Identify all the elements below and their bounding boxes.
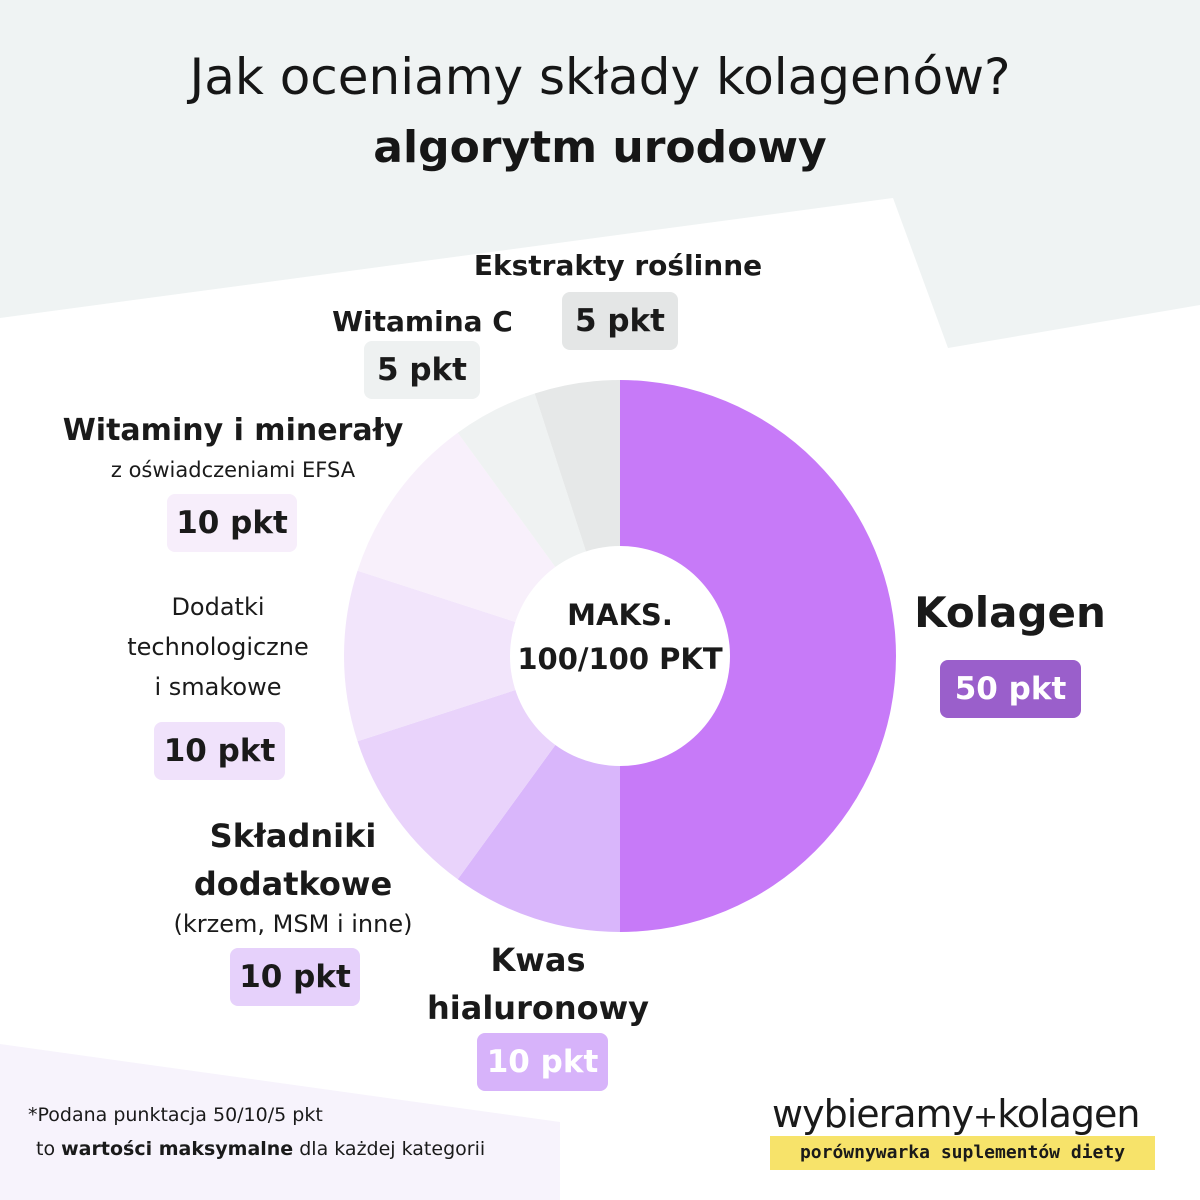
label-dodatki-line3: i smakowe [154,673,282,701]
label-kolagen-name: Kolagen [914,588,1106,637]
pill-witaminy-mineraly: 10 pkt [167,494,297,552]
footnote-line2-post: dla każdej kategorii [293,1138,486,1160]
brand-plus-icon: + [973,1100,998,1135]
label-kwas-line1: Kwas [490,941,586,979]
page-title: Jak oceniamy składy kolagenów? [189,48,1011,106]
label-ekstrakty-roslinne: Ekstrakty roślinne [470,246,766,286]
label-skladniki-line1: Składniki [209,817,377,855]
brand-tagline: porównywarka suplementów diety [770,1136,1155,1170]
brand-name-right: kolagen [997,1092,1140,1136]
label-kolagen: Kolagen [905,588,1115,637]
brand-name-left: wybieramy [772,1092,974,1136]
pie-slice-0 [620,380,896,932]
pie-center-label: MAKS. 100/100 PKT [515,593,725,681]
pill-ekstrakty-roslinne: 5 pkt [562,292,678,350]
pill-kolagen: 50 pkt [940,660,1081,718]
footnote: *Podana punktacja 50/10/5 pkt to wartośc… [28,1098,485,1166]
pill-dodatki-technologiczne: 10 pkt [154,722,285,780]
footnote-line2: to wartości maksymalne dla każdej katego… [28,1132,485,1166]
footnote-line2-bold: wartości maksymalne [61,1138,294,1160]
label-witamina-c: Witamina C [320,302,525,342]
label-witaminy-mineraly: Witaminy i minerały z oświadczeniami EFS… [58,410,408,488]
label-skladniki-dodatkowe: Składniki dodatkowe (krzem, MSM i inne) [148,812,438,940]
label-witaminy-line1: Witaminy i minerały [62,413,404,448]
pill-kwas-hialuronowy: 10 pkt [477,1033,608,1091]
label-kwas-hialuronowy: Kwas hialuronowy [400,936,676,1032]
footnote-line1: *Podana punktacja 50/10/5 pkt [28,1104,323,1126]
label-witamina-c-name: Witamina C [332,305,513,338]
top-background-shape [0,0,1200,348]
label-dodatki-line2: technologiczne [127,633,309,661]
label-dodatki-technologiczne: Dodatki technologiczne i smakowe [98,587,338,707]
page-subtitle: algorytm urodowy [373,122,827,173]
pill-witamina-c: 5 pkt [364,341,480,399]
label-ekstrakty-name: Ekstrakty roślinne [473,249,763,282]
label-kwas-line2: hialuronowy [426,989,650,1027]
pie-slice-3 [343,570,620,742]
pill-skladniki-dodatkowe: 10 pkt [230,948,360,1006]
brand-logo: wybieramy+kolagen [772,1092,1141,1136]
label-witaminy-line2: z oświadczeniami EFSA [110,458,356,482]
bottom-background-shape [0,1044,560,1200]
label-dodatki-line1: Dodatki [171,593,265,621]
label-skladniki-line2: dodatkowe [193,865,393,903]
label-skladniki-line3: (krzem, MSM i inne) [173,910,413,938]
center-label-line2: 100/100 PKT [517,642,723,676]
pie-center-hole [510,546,730,766]
center-label-line1: MAKS. [567,598,673,632]
footnote-line2-pre: to [36,1138,62,1160]
